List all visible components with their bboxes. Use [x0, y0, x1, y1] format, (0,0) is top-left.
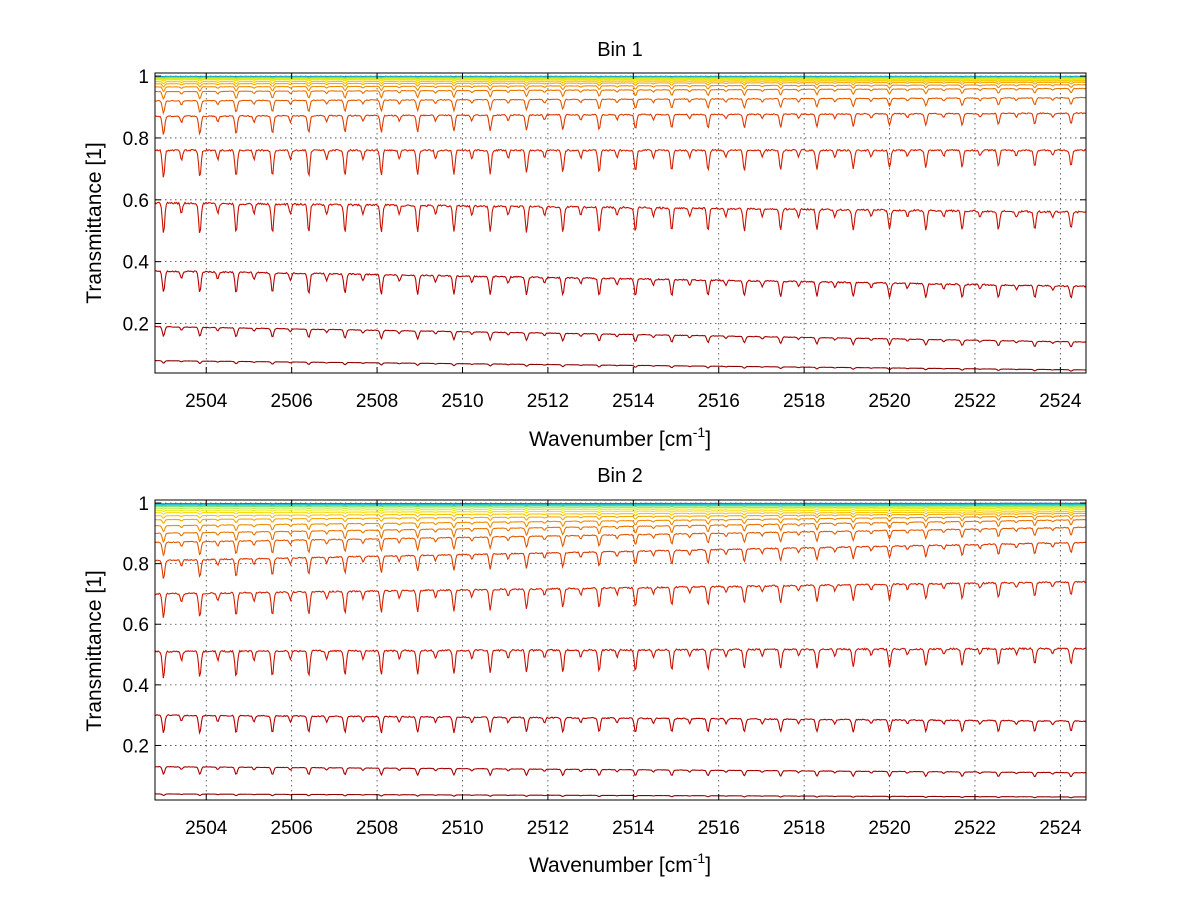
series-line [154, 502, 1086, 505]
x-axis-label-main: Wavenumber [cm [529, 854, 693, 877]
x-axis-label-main: Wavenumber [cm [529, 428, 693, 451]
y-tick-label: 0.8 [123, 129, 149, 150]
x-tick-label: 2522 [954, 391, 996, 412]
y-axis-label: Transmittance [1] [83, 570, 106, 731]
series-line [155, 77, 1087, 80]
x-tick-label: 2508 [356, 818, 398, 839]
x-tick-label: 2504 [185, 391, 228, 412]
series-group [154, 502, 1087, 799]
y-tick-label: 0.2 [123, 315, 149, 336]
series-line [154, 96, 1087, 116]
y-axis-label: Transmittance [1] [83, 142, 106, 303]
chart-title: Bin 2 [597, 465, 643, 487]
series-line [154, 507, 1086, 513]
series-line [154, 81, 1087, 88]
x-tick-label: 2510 [441, 818, 483, 839]
series-line [154, 515, 1087, 533]
y-tick-label: 0.8 [123, 555, 149, 576]
x-tick-label: 2520 [868, 391, 910, 412]
y-tick-label: 0.2 [123, 736, 149, 757]
series-line [154, 512, 1087, 524]
x-tick-label: 2516 [698, 818, 740, 839]
series-line [154, 201, 1087, 233]
x-axis-label-end: ] [705, 854, 711, 877]
y-tick-label: 0.6 [123, 191, 149, 212]
ticks: 2504 2506 2508 2510 2512 2514 2516 2518 2520 2522… [123, 494, 1086, 839]
series-line [154, 78, 1086, 81]
series-line [154, 148, 1087, 178]
series-line [154, 270, 1087, 299]
x-tick-label: 2512 [527, 818, 569, 839]
series-line [155, 765, 1087, 778]
series-line [154, 793, 1087, 799]
series-line [154, 503, 1087, 506]
series-line [154, 504, 1087, 507]
x-tick-label: 2504 [185, 818, 228, 839]
x-axis-label-sup: -1 [693, 850, 706, 866]
x-axis-label: Wavenumber [cm-1] [529, 424, 711, 451]
x-tick-label: 2524 [1039, 818, 1082, 839]
series-line [154, 87, 1087, 100]
x-axis-label: Wavenumber [cm-1] [529, 850, 711, 877]
series-line [154, 77, 1086, 79]
x-tick-label: 2506 [271, 818, 313, 839]
x-tick-label: 2514 [612, 391, 655, 412]
series-line [154, 526, 1087, 557]
series-line [154, 510, 1087, 519]
series-line [154, 80, 1087, 85]
series-line [154, 360, 1087, 372]
x-tick-label: 2518 [783, 391, 825, 412]
x-tick-label: 2524 [1039, 391, 1082, 412]
series-line [154, 84, 1087, 93]
x-tick-label: 2516 [698, 391, 740, 412]
chart-title: Bin 1 [597, 39, 643, 61]
series-line [154, 505, 1087, 508]
x-tick-label: 2520 [868, 818, 910, 839]
x-tick-label: 2512 [527, 391, 569, 412]
x-tick-label: 2518 [783, 818, 825, 839]
y-tick-label: 0.4 [123, 676, 150, 697]
x-tick-label: 2510 [441, 391, 483, 412]
ticks: 2504 2506 2508 2510 2512 2514 2516 2518 2520 2522… [123, 67, 1086, 412]
y-tick-label: 1 [138, 494, 149, 515]
chart-panel-bin-1: Bin 1 2504 2506 2508 2510 2512 2514 2516 2518 25… [83, 39, 1087, 451]
series-line [154, 580, 1087, 618]
series-line [154, 112, 1087, 136]
x-axis-label-end: ] [705, 428, 711, 451]
y-tick-label: 1 [138, 67, 149, 88]
chart-panel-bin-2: Bin 2 2504 2506 2508 2510 2512 2514 2516 2518 25… [83, 465, 1087, 877]
x-axis-label-sup: -1 [693, 424, 706, 440]
series-line [154, 647, 1087, 679]
series-line [154, 509, 1087, 515]
series-group [154, 75, 1087, 372]
plot-frame [154, 499, 1087, 801]
y-tick-label: 0.4 [123, 253, 150, 274]
x-tick-label: 2514 [612, 818, 655, 839]
series-line [154, 506, 1087, 510]
series-line [154, 518, 1087, 544]
plot-frame [154, 72, 1087, 374]
series-line [154, 325, 1087, 348]
x-tick-label: 2508 [356, 391, 398, 412]
series-line [154, 79, 1087, 82]
x-tick-label: 2506 [271, 391, 313, 412]
y-tick-label: 0.6 [123, 615, 149, 636]
series-line [154, 714, 1087, 735]
x-tick-label: 2522 [954, 818, 996, 839]
series-line [154, 541, 1087, 579]
